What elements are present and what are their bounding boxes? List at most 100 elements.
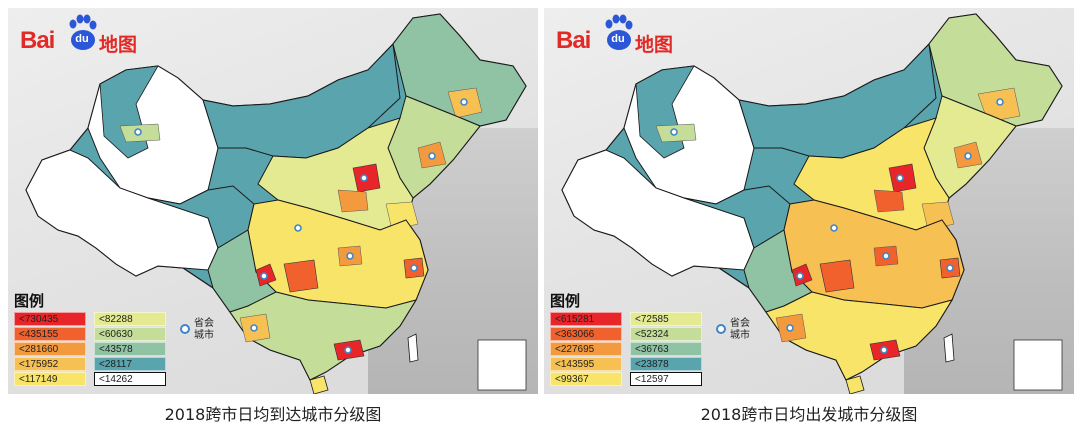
departure-map-panel[interactable]: Bai du 地图 图例 <615281 <363066 <227695 <14… bbox=[544, 8, 1074, 394]
taiwan-island bbox=[943, 333, 955, 363]
city-marker-chengdu[interactable] bbox=[260, 272, 268, 280]
legend-city-label: 省会城市 bbox=[194, 318, 214, 341]
legend-label: <227695 bbox=[555, 344, 595, 355]
city-marker-guangzhou[interactable] bbox=[344, 346, 352, 354]
legend-item: <117149 bbox=[14, 372, 86, 386]
china-choropleth-map[interactable] bbox=[8, 8, 538, 394]
legend-label: <12597 bbox=[635, 374, 669, 385]
legend-item: <99367 bbox=[550, 372, 622, 386]
legend-label: <43578 bbox=[99, 344, 133, 355]
legend-item: <143595 bbox=[550, 357, 622, 371]
legend-label: <143595 bbox=[555, 359, 595, 370]
legend-city-label: 省会城市 bbox=[730, 318, 750, 341]
legend-item: <730435 bbox=[14, 312, 86, 326]
logo-text-bai: Bai bbox=[20, 27, 55, 54]
city-marker-shanghai[interactable] bbox=[410, 264, 418, 272]
legend-item: <435155 bbox=[14, 327, 86, 341]
chongqing-zone bbox=[283, 259, 319, 293]
city-marker-shanghai[interactable] bbox=[946, 264, 954, 272]
city-marker-urumqi[interactable] bbox=[134, 128, 142, 136]
shandong-zone bbox=[385, 201, 419, 231]
capital-city-marker-icon bbox=[716, 324, 726, 334]
legend-label: <23878 bbox=[635, 359, 669, 370]
city-marker-xian[interactable] bbox=[830, 224, 838, 232]
logo-text-du: du bbox=[75, 33, 89, 45]
city-marker-beijing[interactable] bbox=[360, 174, 368, 182]
legend-label: <281660 bbox=[19, 344, 59, 355]
legend-item: <82288 bbox=[94, 312, 166, 326]
legend-label: <72585 bbox=[635, 314, 669, 325]
city-marker-guangzhou[interactable] bbox=[880, 346, 888, 354]
baidu-map-logo: Bai du 地图 bbox=[556, 14, 686, 56]
shandong-zone bbox=[921, 201, 955, 231]
legend-item: <363066 bbox=[550, 327, 622, 341]
legend-label: <730435 bbox=[19, 314, 59, 325]
departure-map-caption: 2018跨市日均出发城市分级图 bbox=[700, 405, 918, 424]
south-china-region bbox=[229, 291, 418, 381]
city-marker-kunming[interactable] bbox=[786, 324, 794, 332]
legend-item: <52324 bbox=[630, 327, 702, 341]
legend-label: <175952 bbox=[19, 359, 59, 370]
legend-label: <14262 bbox=[99, 374, 133, 385]
legend-item: <60630 bbox=[94, 327, 166, 341]
china-choropleth-map[interactable] bbox=[544, 8, 1074, 394]
south-china-region bbox=[765, 291, 954, 381]
paw-icon bbox=[605, 14, 633, 50]
city-marker-shenyang[interactable] bbox=[964, 152, 972, 160]
city-marker-shenyang[interactable] bbox=[428, 152, 436, 160]
legend-item: <175952 bbox=[14, 357, 86, 371]
city-marker-harbin[interactable] bbox=[996, 98, 1004, 106]
baidu-map-logo: Bai du 地图 bbox=[20, 14, 150, 56]
legend-label: <36763 bbox=[635, 344, 669, 355]
map-legend: 图例 <730435 <435155 <281660 <175952 <1171… bbox=[12, 290, 238, 394]
legend-item: <14262 bbox=[94, 372, 166, 386]
hebei-zone bbox=[873, 189, 905, 213]
city-marker-harbin[interactable] bbox=[460, 98, 468, 106]
legend-label: <99367 bbox=[555, 374, 589, 385]
legend-item: <281660 bbox=[14, 342, 86, 356]
hebei-zone bbox=[337, 189, 369, 213]
city-marker-wuhan[interactable] bbox=[346, 252, 354, 260]
legend-label: <435155 bbox=[19, 329, 59, 340]
south-china-sea-inset bbox=[477, 339, 527, 391]
legend-item: <615281 bbox=[550, 312, 622, 326]
hainan-island bbox=[309, 375, 329, 394]
legend-item: <12597 bbox=[630, 372, 702, 386]
south-china-sea-inset bbox=[1013, 339, 1063, 391]
city-marker-xian[interactable] bbox=[294, 224, 302, 232]
paw-icon bbox=[69, 14, 97, 50]
legend-item: <28117 bbox=[94, 357, 166, 371]
legend-label: <363066 bbox=[555, 329, 595, 340]
city-marker-beijing[interactable] bbox=[896, 174, 904, 182]
legend-title: 图例 bbox=[550, 292, 581, 310]
arrival-map-panel[interactable]: Bai du 地图 图例 <730435 <435155 <281660 <17… bbox=[8, 8, 538, 394]
legend-label: <28117 bbox=[99, 359, 132, 370]
legend-item: <227695 bbox=[550, 342, 622, 356]
logo-text-ditu: 地图 bbox=[99, 34, 138, 56]
hainan-island bbox=[845, 375, 865, 394]
city-marker-wuhan[interactable] bbox=[882, 252, 890, 260]
capital-city-marker-icon bbox=[180, 324, 190, 334]
legend-title: 图例 bbox=[14, 292, 45, 310]
map-legend: 图例 <615281 <363066 <227695 <143595 <9936… bbox=[548, 290, 774, 394]
city-marker-chengdu[interactable] bbox=[796, 272, 804, 280]
legend-item: <72585 bbox=[630, 312, 702, 326]
legend-label: <82288 bbox=[99, 314, 133, 325]
legend-label: <52324 bbox=[635, 329, 669, 340]
legend-item: <23878 bbox=[630, 357, 702, 371]
logo-text-ditu: 地图 bbox=[635, 34, 674, 56]
city-marker-kunming[interactable] bbox=[250, 324, 258, 332]
legend-label: <117149 bbox=[19, 374, 58, 385]
inner-mongolia-region bbox=[738, 42, 937, 159]
arrival-map-caption: 2018跨市日均到达城市分级图 bbox=[164, 405, 382, 424]
legend-item: <43578 bbox=[94, 342, 166, 356]
logo-text-du: du bbox=[611, 33, 625, 45]
city-marker-urumqi[interactable] bbox=[670, 128, 678, 136]
inner-mongolia-region bbox=[202, 42, 401, 159]
legend-label: <615281 bbox=[555, 314, 595, 325]
logo-text-bai: Bai bbox=[556, 27, 591, 54]
legend-item: <36763 bbox=[630, 342, 702, 356]
taiwan-island bbox=[407, 333, 419, 363]
chongqing-zone bbox=[819, 259, 855, 293]
legend-label: <60630 bbox=[99, 329, 133, 340]
